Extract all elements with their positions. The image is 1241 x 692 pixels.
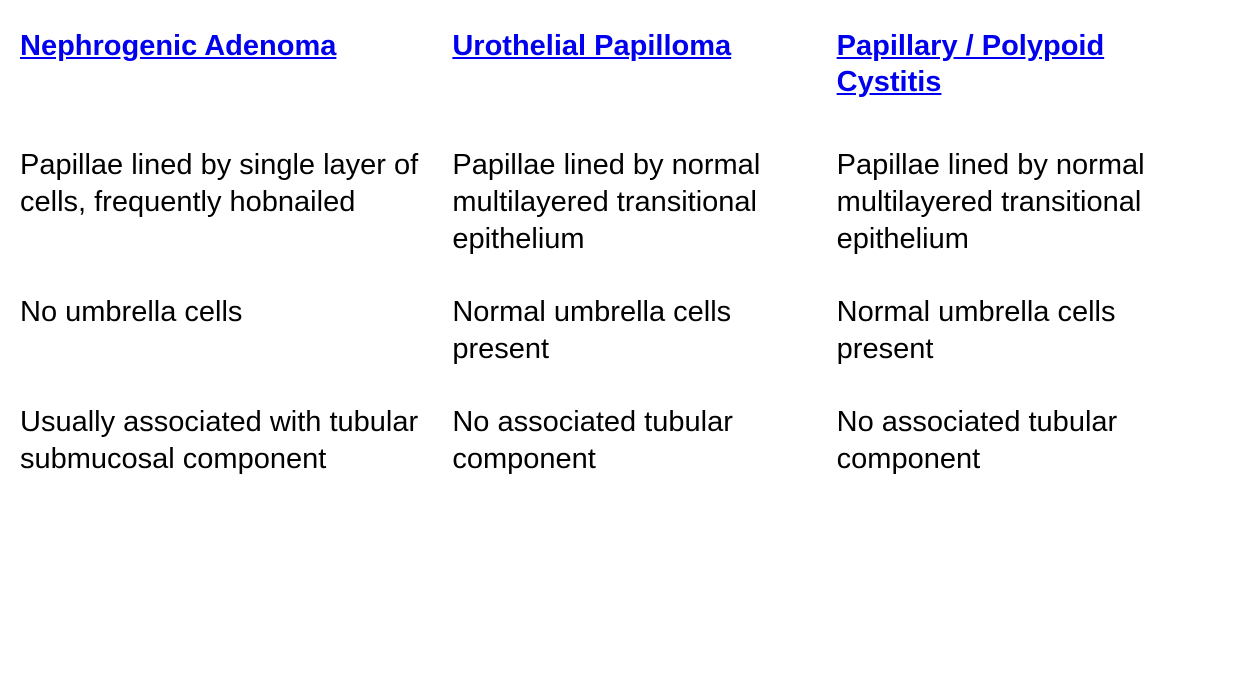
text-papillae-lining-col3: Papillae lined by normal multilayered tr…: [837, 149, 1145, 255]
cell-umbrella-cells-col2: Normal umbrella cells present: [452, 276, 836, 386]
feature-row-tubular-component: Usually associated with tubular submucos…: [20, 386, 1221, 496]
cell-umbrella-cells-col3: Normal umbrella cells present: [837, 276, 1221, 386]
header-cell-papillary-polypoid-cystitis: Papillary / Polypoid Cystitis: [837, 20, 1221, 129]
cell-tubular-component-col3: No associated tubular component: [837, 386, 1221, 496]
text-tubular-component-col3: No associated tubular component: [837, 406, 1118, 475]
feature-row-papillae-lining: Papillae lined by single layer of cells,…: [20, 129, 1221, 276]
link-urothelial-papilloma[interactable]: Urothelial Papilloma: [452, 28, 731, 64]
cell-umbrella-cells-col1: No umbrella cells: [20, 276, 452, 386]
comparison-table: Nephrogenic Adenoma Urothelial Papilloma…: [20, 20, 1221, 496]
text-tubular-component-col2: No associated tubular component: [452, 406, 733, 475]
link-papillary-polypoid-cystitis[interactable]: Papillary / Polypoid Cystitis: [837, 28, 1203, 101]
header-cell-nephrogenic-adenoma: Nephrogenic Adenoma: [20, 20, 452, 129]
text-tubular-component-col1: Usually associated with tubular submucos…: [20, 406, 418, 475]
text-papillae-lining-col2: Papillae lined by normal multilayered tr…: [452, 149, 760, 255]
cell-tubular-component-col2: No associated tubular component: [452, 386, 836, 496]
cell-tubular-component-col1: Usually associated with tubular submucos…: [20, 386, 452, 496]
feature-row-umbrella-cells: No umbrella cells Normal umbrella cells …: [20, 276, 1221, 386]
header-cell-urothelial-papilloma: Urothelial Papilloma: [452, 20, 836, 129]
text-umbrella-cells-col2: Normal umbrella cells present: [452, 296, 731, 365]
cell-papillae-lining-col1: Papillae lined by single layer of cells,…: [20, 129, 452, 276]
text-papillae-lining-col1: Papillae lined by single layer of cells,…: [20, 149, 418, 218]
link-nephrogenic-adenoma[interactable]: Nephrogenic Adenoma: [20, 28, 336, 64]
cell-papillae-lining-col3: Papillae lined by normal multilayered tr…: [837, 129, 1221, 276]
text-umbrella-cells-col3: Normal umbrella cells present: [837, 296, 1116, 365]
cell-papillae-lining-col2: Papillae lined by normal multilayered tr…: [452, 129, 836, 276]
text-umbrella-cells-col1: No umbrella cells: [20, 296, 242, 328]
header-row: Nephrogenic Adenoma Urothelial Papilloma…: [20, 20, 1221, 129]
